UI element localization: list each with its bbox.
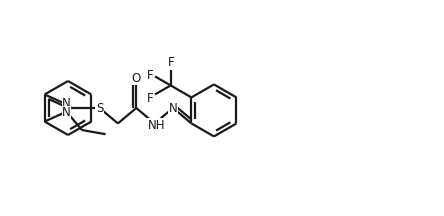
- Text: F: F: [147, 92, 153, 105]
- Text: NH: NH: [148, 119, 166, 132]
- Text: S: S: [96, 102, 103, 114]
- Text: N: N: [169, 102, 178, 114]
- Text: F: F: [147, 69, 153, 82]
- Text: N: N: [62, 97, 71, 110]
- Text: F: F: [168, 56, 175, 69]
- Text: N: N: [62, 106, 71, 119]
- Text: O: O: [132, 71, 141, 84]
